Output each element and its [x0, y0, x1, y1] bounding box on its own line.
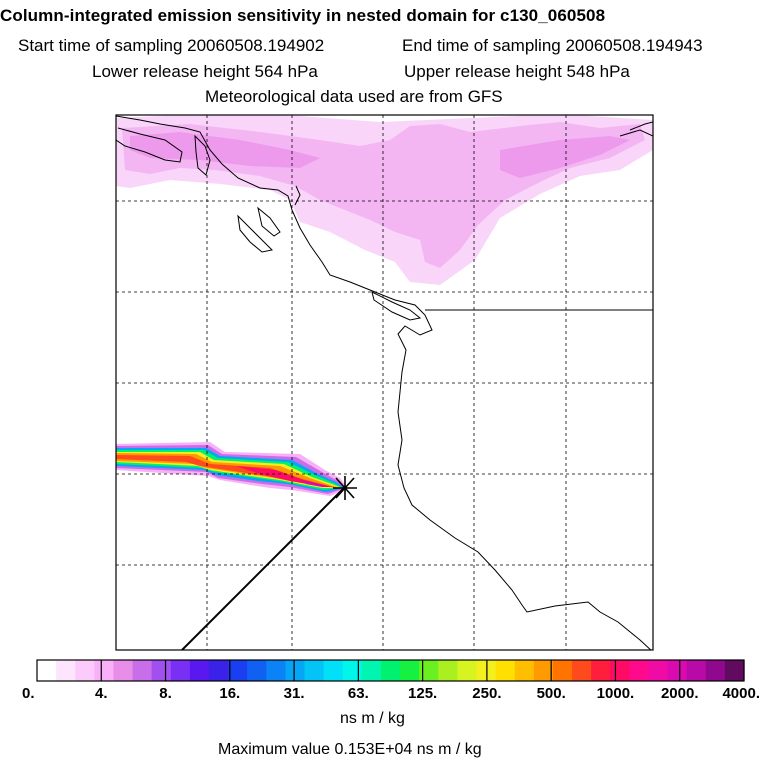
release-point-marker	[333, 476, 357, 500]
colorbar-tick-label: 31.	[284, 685, 305, 702]
colorbar-cell	[724, 660, 745, 681]
lower-release-height-label: Lower release height 564 hPa	[92, 62, 318, 81]
sensitivity-field-mid	[122, 122, 645, 268]
colorbar	[37, 660, 745, 681]
colorbar-cell	[533, 660, 554, 681]
colorbar-cell	[591, 660, 611, 681]
colorbar-cell	[380, 660, 401, 681]
colorbar-cell	[514, 660, 535, 681]
colorbar-cell	[705, 660, 726, 681]
units-label: ns m / kg	[340, 710, 405, 727]
colorbar-tick-label: 0.	[22, 685, 35, 702]
colorbar-cell	[648, 660, 669, 681]
start-time-label: Start time of sampling 20060508.194902	[18, 36, 325, 55]
sensitivity-field-peak	[130, 132, 630, 178]
trajectory-line	[180, 487, 345, 650]
colorbar-cell	[457, 660, 478, 681]
colorbar-cell	[629, 660, 650, 681]
colorbar-frame	[36, 659, 745, 682]
colorbar-cell	[170, 660, 191, 681]
colorbar-cell	[667, 660, 688, 681]
met-data-label: Meteorological data used are from GFS	[205, 87, 503, 106]
map-grid	[116, 115, 653, 650]
colorbar-cell	[610, 660, 630, 681]
colorbar-cell	[266, 660, 287, 681]
colorbar-tick-label: 2000.	[661, 685, 699, 702]
colorbar-cell	[285, 660, 306, 681]
colorbar-cell	[686, 660, 707, 681]
colorbar-cell	[132, 660, 153, 681]
colorbar-tick-label: 16.	[219, 685, 240, 702]
colorbar-cell	[113, 660, 134, 681]
colorbar-tick-label: 250.	[472, 685, 501, 702]
colorbar-cell	[419, 660, 439, 681]
colorbar-cell	[304, 660, 325, 681]
colorbar-cell	[400, 660, 420, 681]
colorbar-cell	[37, 660, 57, 681]
end-time-label: End time of sampling 20060508.194943	[402, 36, 703, 55]
colorbar-cell	[208, 660, 229, 681]
coastline	[116, 115, 653, 650]
colorbar-cell	[438, 660, 458, 681]
colorbar-cell	[56, 660, 76, 681]
colorbar-cell	[572, 660, 592, 681]
plume	[116, 442, 348, 496]
colorbar-tick-label: 1000.	[597, 685, 635, 702]
colorbar-tick-label: 63.	[348, 685, 369, 702]
colorbar-tick-label: 125.	[408, 685, 437, 702]
colorbar-cell	[323, 660, 344, 681]
colorbar-cell	[495, 660, 516, 681]
map-area	[116, 115, 653, 650]
colorbar-ticks: 0. 4. 8. 16. 31. 63. 125. 250. 500. 1000. 2000. 400…	[22, 660, 760, 702]
colorbar-cell	[189, 660, 210, 681]
colorbar-cell	[552, 660, 573, 681]
colorbar-cell	[228, 660, 248, 681]
upper-release-height-label: Upper release height 548 hPa	[404, 62, 630, 81]
colorbar-cell	[247, 660, 267, 681]
chart-title: Column-integrated emission sensitivity i…	[0, 6, 606, 25]
colorbar-cell	[75, 660, 95, 681]
colorbar-cell	[342, 660, 363, 681]
colorbar-tick-label: 500.	[537, 685, 566, 702]
map-frame	[115, 114, 654, 651]
max-value-label: Maximum value 0.153E+04 ns m / kg	[218, 741, 482, 758]
colorbar-cell	[361, 660, 382, 681]
colorbar-cell	[151, 660, 172, 681]
colorbar-tick-label: 4.	[95, 685, 108, 702]
colorbar-tick-label: 4000.	[722, 685, 760, 702]
colorbar-tick-label: 8.	[159, 685, 172, 702]
colorbar-cell	[94, 660, 115, 681]
